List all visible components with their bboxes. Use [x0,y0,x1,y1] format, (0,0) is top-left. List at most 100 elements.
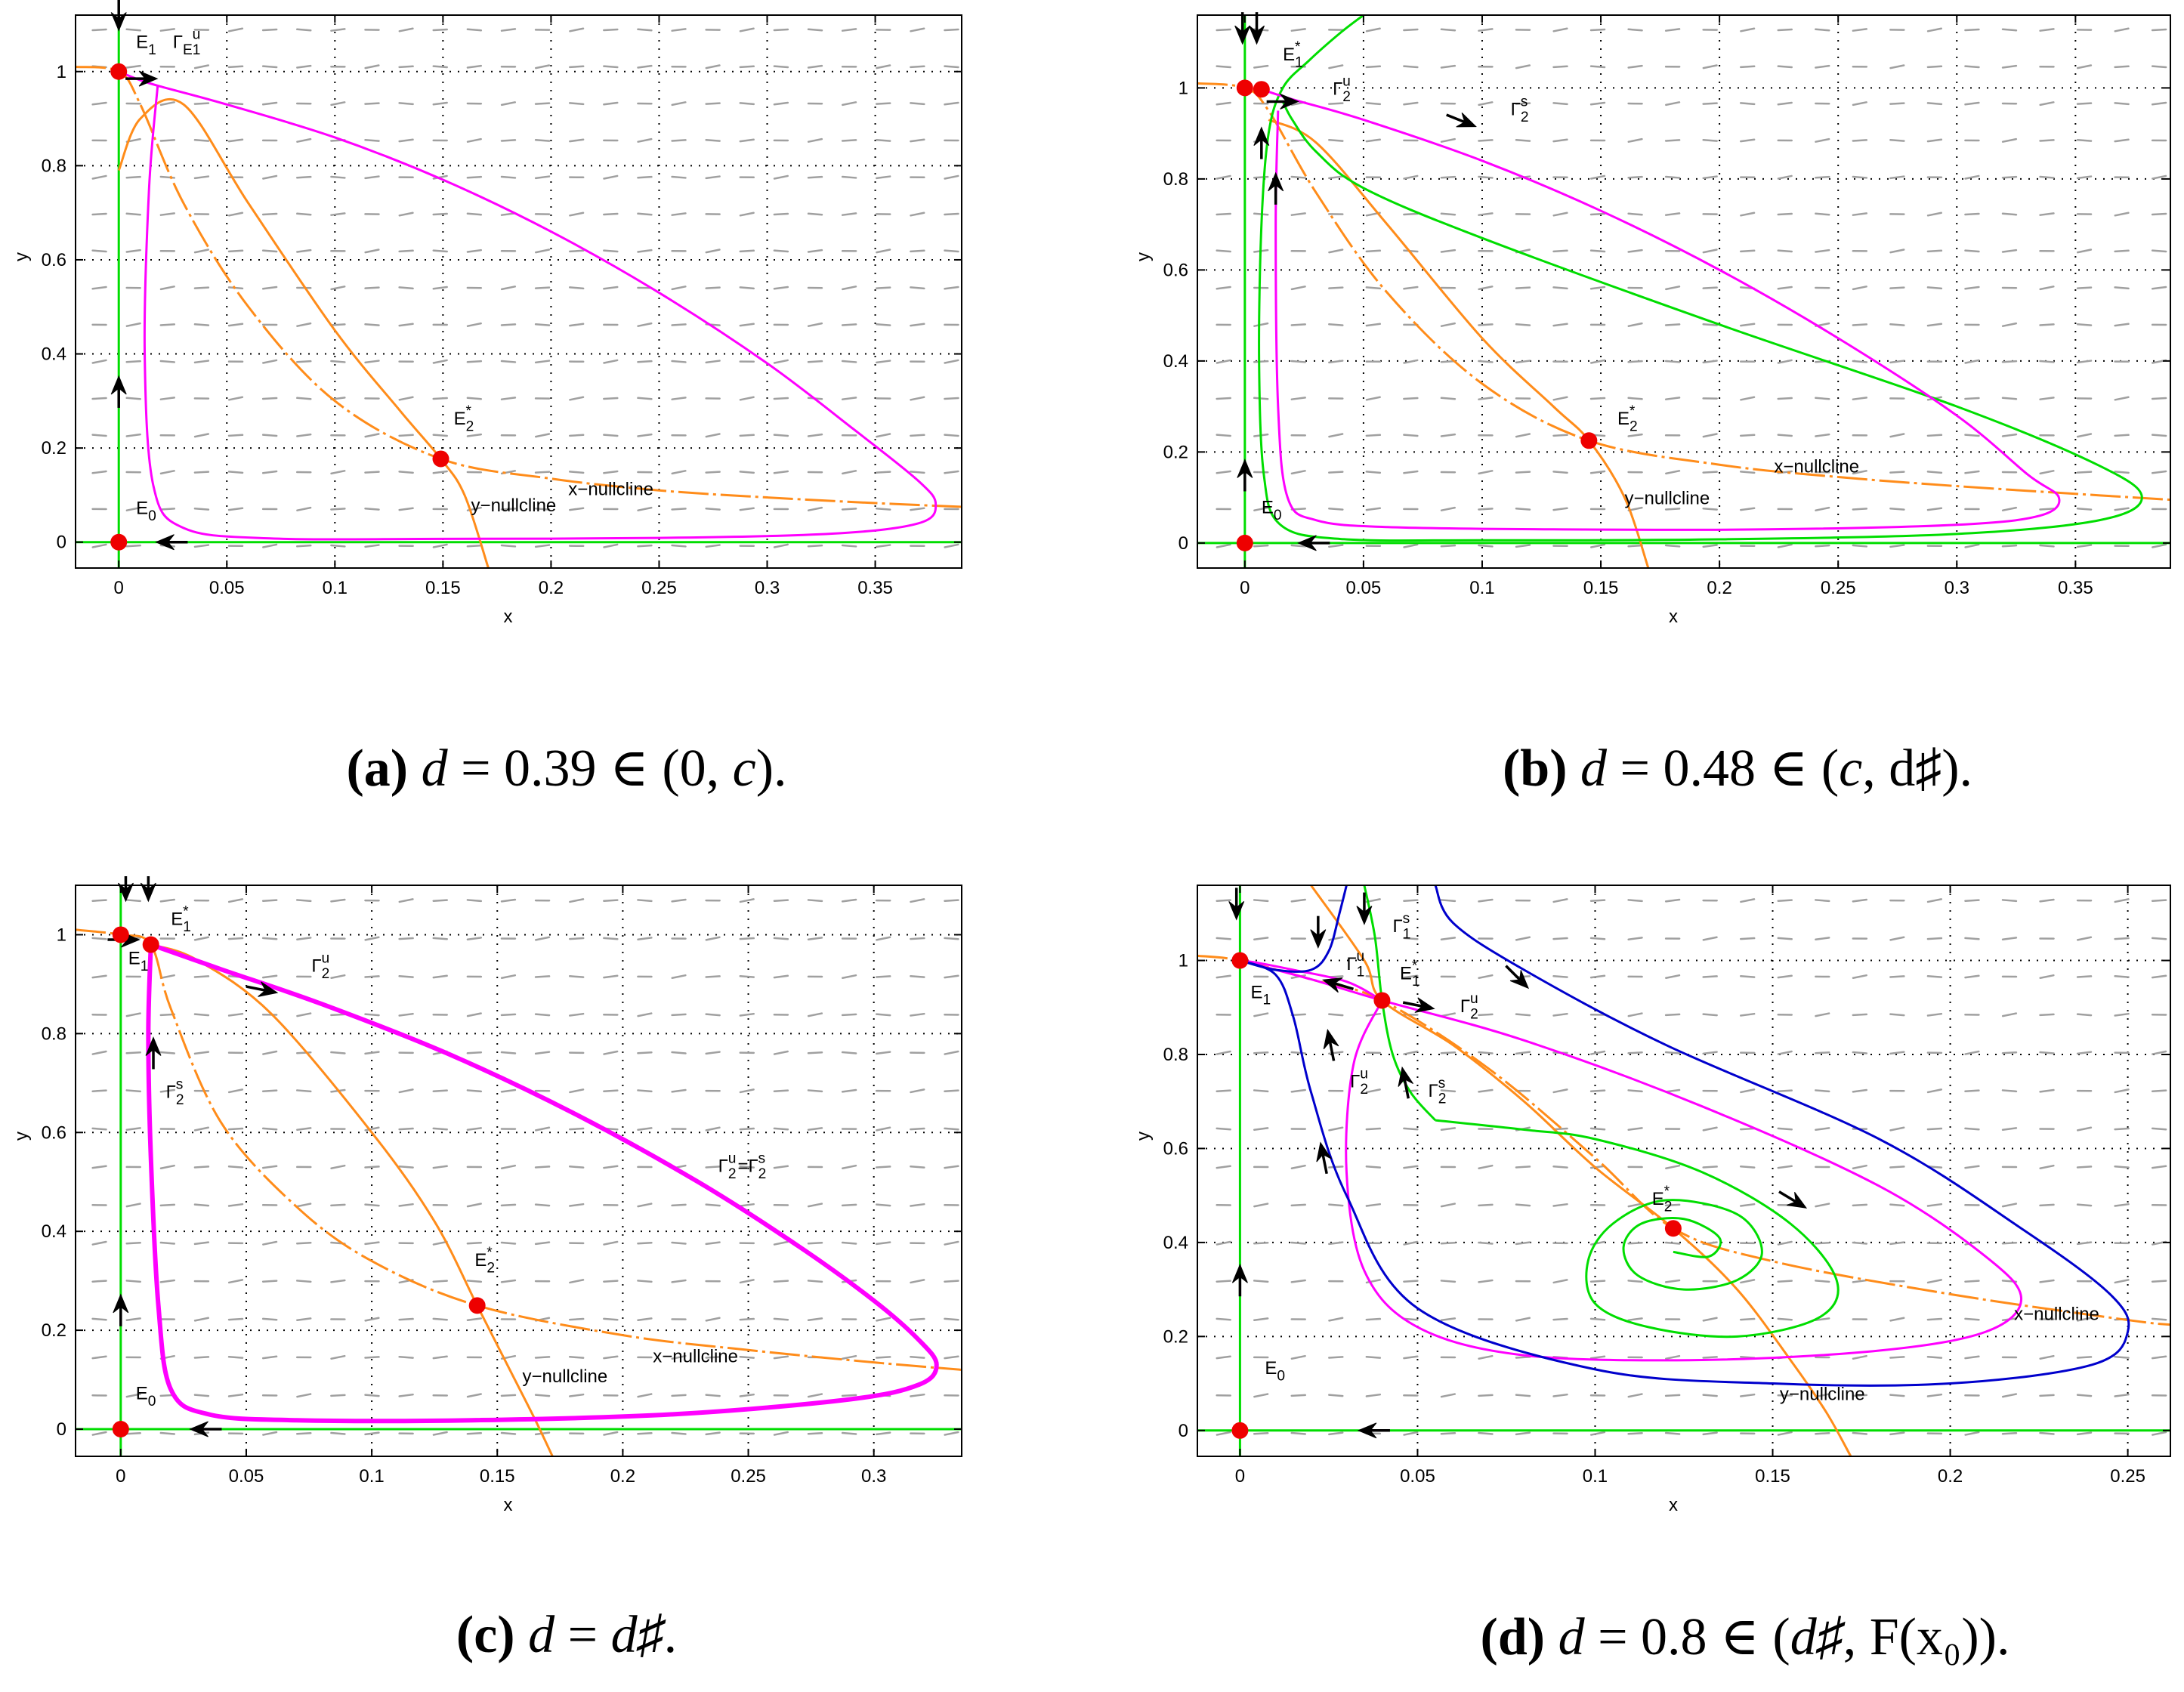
annotations: E0 E1* Γ2u Γ2s E2* x−nullcline y−nullclin… [1262,39,1859,523]
field-dash [364,64,380,69]
arrow-head [1356,906,1373,925]
curve-green-spiral [1435,1119,1840,1338]
field-dash [1664,1279,1681,1283]
field-dash [227,1203,244,1207]
field-dash [876,1166,891,1169]
field-dash [807,360,823,363]
field-dash [637,1012,653,1017]
field-dash [364,175,380,180]
x-axis-label: x [1669,1495,1678,1515]
field-dash [944,434,959,437]
field-dash [568,937,585,940]
field-dash [500,323,517,326]
flow-arrow [1316,1141,1332,1175]
field-dash [1515,286,1531,289]
field-dash [1589,470,1606,474]
field-dash [159,28,175,32]
field-dash [1852,898,1868,903]
field-dash [193,544,210,548]
field-dash [876,1126,891,1132]
field-dash [1290,1354,1306,1360]
field-dash [1740,27,1756,32]
field-dash [1740,507,1756,511]
arrow-head [1228,900,1245,921]
field-dash [364,433,380,438]
field-dash [2001,1089,2018,1093]
field-dash [261,899,278,902]
field-dash [534,544,551,548]
field-dash [1328,544,1344,548]
field-dash [125,1203,141,1208]
field-dash [841,212,857,216]
field-dash [2076,1203,2093,1207]
field-dash [2151,974,2167,979]
field-dash [1328,433,1344,438]
field-dash [1665,974,1681,979]
field-dash [91,470,107,474]
field-dash [1552,65,1568,69]
field-dash [398,937,414,940]
field-dash [1964,1165,1980,1169]
caption-b-eq: = 0.48 ∈ ( [1607,739,1840,798]
field-dash [227,937,244,940]
field-dash [910,1317,925,1321]
field-dash [569,323,585,327]
flow-arrow [1778,1190,1808,1209]
field-dash [1515,433,1531,438]
field-dash [807,175,823,179]
field-dash [1964,65,1980,69]
field-dash [1478,1013,1494,1017]
y-tick-label: 0.6 [42,1122,66,1143]
field-dash [364,1051,380,1055]
field-dash [1702,1013,1718,1017]
field-dash [739,1012,755,1017]
flow-arrow [1356,892,1373,925]
field-dash [1627,1051,1643,1054]
field-dash [1852,544,1868,548]
field-dash [1216,1280,1231,1283]
field-dash [2001,212,2018,216]
field-dash [1403,1317,1419,1321]
field-dash [2039,470,2055,475]
field-dash [739,1165,755,1169]
field-dash [739,396,755,401]
field-dash [1665,1164,1681,1169]
phase-plot-c: E0 E1 E1* Γ2u Γ2s Γ2u =Γ2s E2* x−nullcli… [11,876,962,1515]
field-dash [2039,544,2055,548]
field-dash [1290,1279,1306,1283]
field-dash [1627,212,1643,216]
field-dash [1290,898,1306,903]
field-dash [2114,249,2130,253]
field-dash [1253,506,1269,511]
field-dash [1889,471,1905,474]
field-dash [91,1317,107,1321]
field-dash [1889,1241,1905,1246]
field-dash [2039,323,2055,326]
field-dash [1515,1166,1531,1169]
point-e1 [1253,81,1270,98]
field-dash [807,1280,823,1283]
plot-area [76,885,962,1456]
label-y-nullcline: y−nullcline [471,496,557,516]
field-dash [159,1088,175,1093]
field-dash [1740,1203,1756,1207]
field-dash [603,1355,619,1360]
field-dash [568,1317,585,1321]
field-dash [398,471,414,474]
field-dash [739,323,755,327]
field-dash [1926,471,1943,474]
arrow-head [1357,1422,1377,1439]
field-dash [1627,1280,1643,1283]
field-dash [1403,359,1419,364]
label-2u-2s: Γ2u =Γ2s [718,1151,767,1182]
field-dash [159,898,175,903]
field-dash [2076,286,2093,289]
flow-arrow [1297,535,1330,551]
field-dash [944,937,959,940]
field-dash [1328,1317,1344,1322]
field-dash [535,1126,551,1132]
field-dash [1852,1051,1868,1054]
arrow-head [1234,25,1251,45]
field-dash [91,28,107,32]
field-dash [296,249,312,253]
